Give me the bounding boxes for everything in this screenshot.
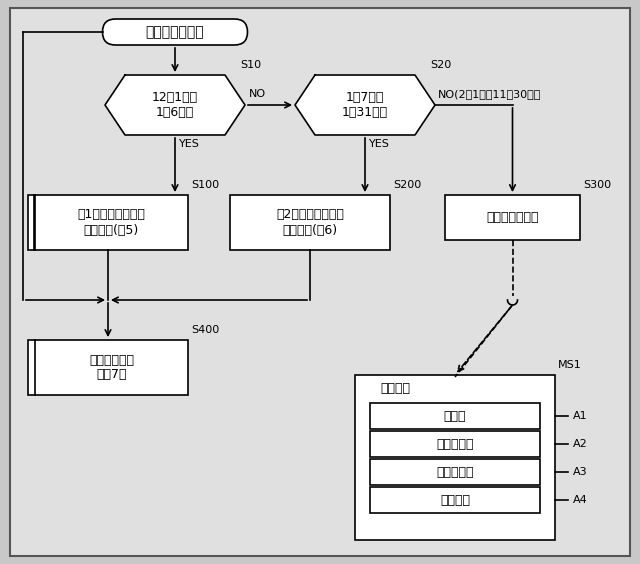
Text: A4: A4 — [573, 495, 588, 505]
Bar — [445, 195, 580, 240]
Text: S200: S200 — [393, 180, 421, 190]
Text: A1: A1 — [573, 411, 588, 421]
Text: S20: S20 — [430, 60, 451, 70]
Bar — [230, 195, 390, 250]
Text: NO(2月1日～11月30日）: NO(2月1日～11月30日） — [438, 89, 541, 99]
Bar — [370, 431, 540, 457]
Text: 年賀状: 年賀状 — [444, 409, 467, 422]
Text: 第1のメニュー画面
表示処理(図5): 第1のメニュー画面 表示処理(図5) — [77, 209, 145, 236]
Text: YES: YES — [179, 139, 200, 149]
Bar — [28, 340, 188, 395]
FancyBboxPatch shape — [102, 19, 248, 45]
Text: A3: A3 — [573, 467, 588, 477]
Text: MS1: MS1 — [558, 360, 582, 370]
Text: メニュー: メニュー — [380, 382, 410, 395]
Text: S100: S100 — [191, 180, 219, 190]
Text: デフォルト表示: デフォルト表示 — [486, 211, 539, 224]
Text: S400: S400 — [191, 325, 220, 335]
Bar — [28, 195, 188, 250]
Bar — [370, 403, 540, 429]
Text: NO: NO — [249, 89, 266, 99]
Text: 1月7日～
1月31日？: 1月7日～ 1月31日？ — [342, 91, 388, 119]
Text: YES: YES — [369, 139, 390, 149]
Text: S300: S300 — [583, 180, 611, 190]
Text: 第2のメニュー画面
表示処理(図6): 第2のメニュー画面 表示処理(図6) — [276, 209, 344, 236]
Bar — [370, 487, 540, 513]
Text: 12月1日～
1月6日？: 12月1日～ 1月6日？ — [152, 91, 198, 119]
Text: S10: S10 — [240, 60, 261, 70]
Text: 端末装置の処理: 端末装置の処理 — [146, 25, 204, 39]
Text: 選択監視処理
（図7）: 選択監視処理 （図7） — [90, 354, 134, 381]
Text: スキャン: スキャン — [440, 494, 470, 506]
Polygon shape — [295, 75, 435, 135]
Bar — [370, 459, 540, 485]
Text: 喪中はがき: 喪中はがき — [436, 438, 474, 451]
Text: 寒中見舞い: 寒中見舞い — [436, 465, 474, 478]
Bar — [34, 195, 35, 250]
Polygon shape — [105, 75, 245, 135]
Bar — [355, 375, 555, 540]
Text: A2: A2 — [573, 439, 588, 449]
